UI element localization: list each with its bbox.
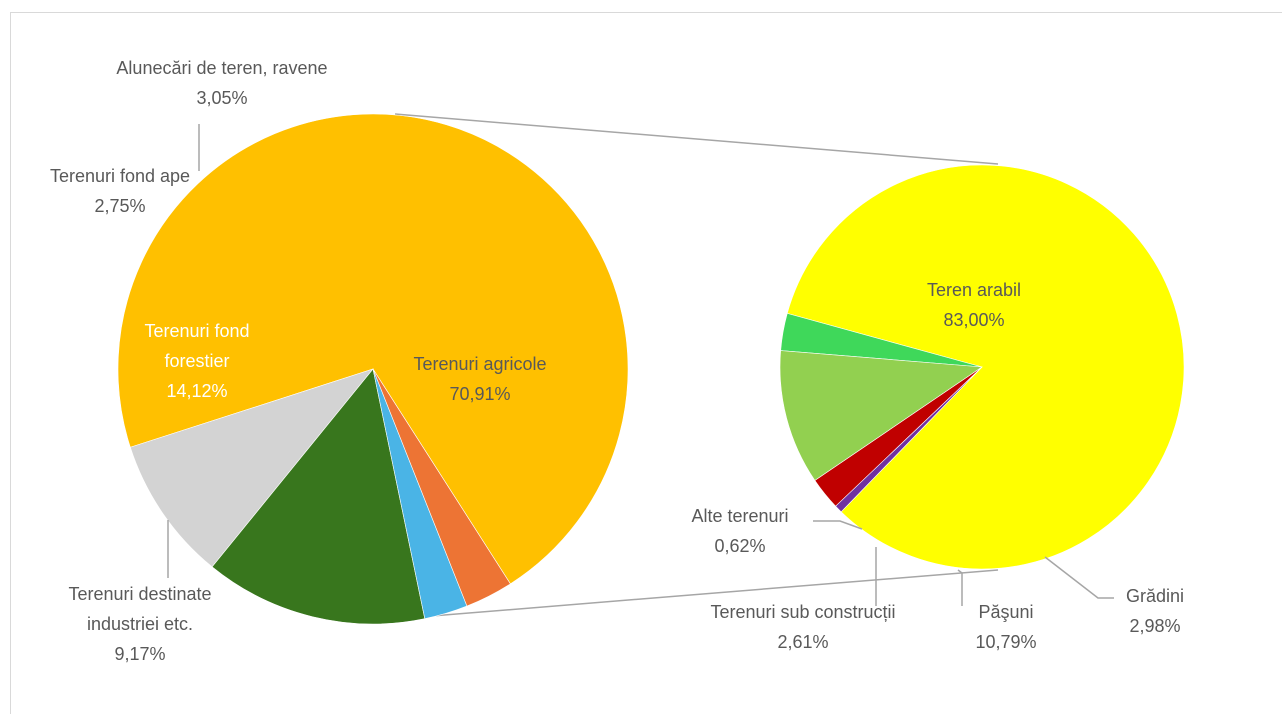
main-label-terenuri-destinate-industriei-etc-category: industriei etc. <box>87 614 193 634</box>
main-label-terenuri-fond-forestier-category: Terenuri fond <box>144 321 249 341</box>
main-label-alunecari-de-teren-ravene-percent: 3,05% <box>196 88 247 108</box>
chart-frame <box>10 12 1282 714</box>
sub-label-alte-terenuri-category: Alte terenuri <box>691 506 788 526</box>
sub-label-teren-arabil-percent: 83,00% <box>943 310 1004 330</box>
main-label-terenuri-destinate-industriei-etc-category: Terenuri destinate <box>68 584 211 604</box>
main-label-terenuri-fond-ape-percent: 2,75% <box>94 196 145 216</box>
sub-label-teren-arabil: Teren arabil 83,00% <box>927 280 1021 330</box>
sub-label-gradini-category: Grădini <box>1126 586 1184 606</box>
main-slice-terenuri-agricole <box>117 113 629 585</box>
sub-label-gradini-percent: 2,98% <box>1129 616 1180 636</box>
sub-label-terenuri-sub-constructii-percent: 2,61% <box>777 632 828 652</box>
sub-label-pasuni-category: Păşuni <box>978 602 1033 622</box>
sub-label-teren-arabil-category: Teren arabil <box>927 280 1021 300</box>
data-labels: Terenuri agricole 70,91% Terenuri destinat… <box>50 58 1184 664</box>
leader-lines <box>167 124 1114 606</box>
main-pie <box>117 113 629 625</box>
main-label-terenuri-agricole-category: Terenuri agricole <box>413 354 546 374</box>
sub-label-pasuni-percent: 10,79% <box>975 632 1036 652</box>
connector-lines <box>394 113 999 620</box>
main-label-terenuri-fond-forestier-category: forestier <box>164 351 229 371</box>
main-slice-alunecari-de-teren-ravene <box>372 368 511 607</box>
main-label-terenuri-destinate-industriei-etc-percent: 9,17% <box>114 644 165 664</box>
connector-line-bottom <box>394 569 999 620</box>
sub-label-pasuni: Păşuni 10,79% <box>975 602 1036 652</box>
main-slice-terenuri-destinate-industriei-etc <box>129 368 374 568</box>
main-label-terenuri-fond-ape: Terenuri fond ape 2,75% <box>50 166 190 216</box>
sub-label-gradini: Grădini 2,98% <box>1126 586 1184 636</box>
sub-pie <box>779 164 1185 570</box>
sub-label-alte-terenuri: Alte terenuri 0,62% <box>691 506 788 556</box>
main-label-alunecari-de-teren-ravene: Alunecări de teren, ravene 3,05% <box>116 58 327 108</box>
sub-label-terenuri-sub-constructii-category: Terenuri sub construcții <box>710 602 895 622</box>
main-label-terenuri-fond-ape-category: Terenuri fond ape <box>50 166 190 186</box>
sub-slice-teren-arabil <box>786 164 1185 570</box>
leader-alte <box>813 520 863 530</box>
main-label-terenuri-agricole: Terenuri agricole 70,91% <box>413 354 546 404</box>
main-label-terenuri-destinate-industriei-etc: Terenuri destinate industriei etc. 9,17% <box>68 584 211 664</box>
main-label-terenuri-fond-forestier-percent: 14,12% <box>166 381 227 401</box>
sub-label-terenuri-sub-constructii: Terenuri sub construcții 2,61% <box>710 602 895 652</box>
sub-label-alte-terenuri-percent: 0,62% <box>714 536 765 556</box>
connector-line-top <box>394 113 999 165</box>
main-slice-terenuri-fond-forestier <box>211 368 426 625</box>
sub-slice-alte-terenuri <box>835 366 983 513</box>
leader-gradini <box>1044 556 1114 599</box>
main-label-terenuri-agricole-percent: 70,91% <box>449 384 510 404</box>
leader-pasuni <box>957 569 963 606</box>
main-label-alunecari-de-teren-ravene-category: Alunecări de teren, ravene <box>116 58 327 78</box>
sub-slice-pasuni <box>779 350 983 481</box>
main-label-terenuri-fond-forestier: Terenuri fond forestier 14,12% <box>144 321 249 401</box>
